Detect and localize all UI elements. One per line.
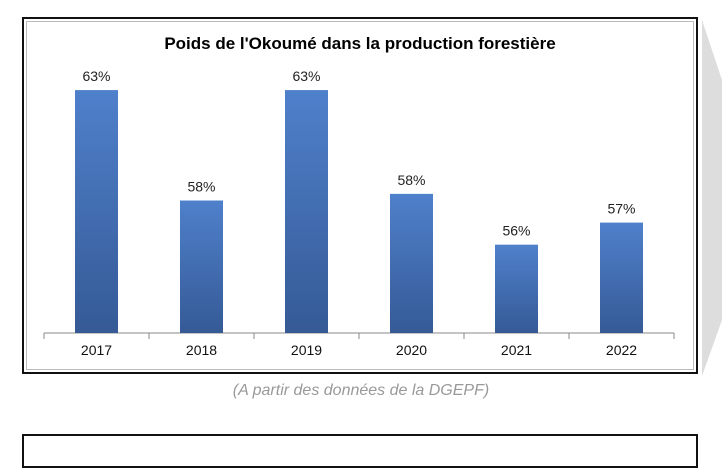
- x-tick-label-2019: 2019: [291, 342, 322, 358]
- bar-2017: [75, 90, 118, 333]
- x-tick-label-2021: 2021: [501, 342, 532, 358]
- x-tick-label-2020: 2020: [396, 342, 427, 358]
- chart-inner-border: [26, 21, 694, 370]
- bar-chart: 63% 2017 58% 2018 63% 2019 58% 2020 56% 2021 57% 20…: [43, 68, 675, 358]
- x-tick-label-2022: 2022: [606, 342, 637, 358]
- chart-title: Poids de l'Okoumé dans la production for…: [164, 34, 556, 53]
- bar-2022: [600, 222, 643, 333]
- data-label-2019: 63%: [292, 68, 320, 84]
- x-tick-label-2017: 2017: [81, 342, 112, 358]
- data-label-2017: 63%: [82, 68, 110, 84]
- data-label-2020: 58%: [397, 172, 425, 188]
- chart-frame: Poids de l'Okoumé dans la production for…: [22, 17, 698, 374]
- data-label-2022: 57%: [607, 201, 635, 217]
- bar-2018: [180, 200, 223, 333]
- side-shadow-shape: [702, 20, 722, 376]
- data-label-2018: 58%: [187, 179, 215, 195]
- bar-2019: [285, 90, 328, 333]
- bar-2020: [390, 193, 433, 333]
- bar-2021: [495, 244, 538, 333]
- source-caption: (A partir des données de la DGEPF): [232, 382, 490, 399]
- next-chart-frame: [22, 434, 698, 468]
- data-label-2021: 56%: [502, 223, 530, 239]
- x-tick-label-2018: 2018: [186, 342, 217, 358]
